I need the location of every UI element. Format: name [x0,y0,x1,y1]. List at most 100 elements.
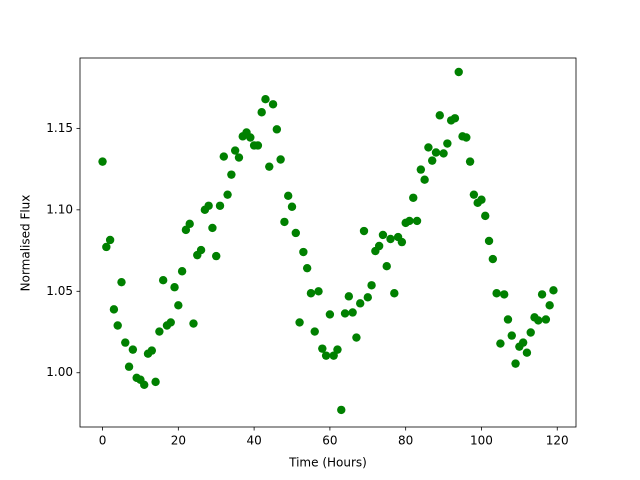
data-point [280,217,289,227]
x-tick-label: 80 [398,434,413,448]
data-point [257,108,266,117]
data-point [219,152,228,161]
x-tick-label: 40 [246,434,261,448]
data-point [105,235,115,245]
data-point [299,247,308,257]
data-point [291,228,300,238]
data-point [374,241,384,251]
data-point [378,230,388,240]
data-point [215,201,225,210]
data-point [435,111,444,120]
x-tick-label: 0 [99,434,107,448]
data-point [155,327,164,336]
y-tick-label: 1.00 [46,365,73,379]
data-point [428,156,437,165]
data-point [268,100,278,109]
data-point [230,146,240,155]
data-point [295,318,304,327]
data-point [518,338,528,347]
data-point [363,293,372,302]
data-point [333,345,342,354]
data-point [109,305,119,314]
y-tick-label: 1.05 [46,284,73,298]
data-point [443,139,452,148]
data-point [352,333,361,342]
data-point [212,251,221,261]
data-point [549,286,558,295]
data-point [412,216,422,226]
data-point [469,190,479,199]
data-point [102,242,111,252]
data-point [204,201,213,210]
data-point [488,254,498,264]
data-point [276,155,285,164]
data-point [344,292,354,301]
x-tick-label: 120 [546,434,569,448]
data-point [431,148,441,157]
data-point [246,133,255,142]
data-point [166,318,175,327]
data-point [337,405,346,415]
data-point [302,263,312,273]
data-point [382,262,391,271]
data-point [325,310,335,319]
data-point [185,219,194,229]
data-point [314,287,323,296]
data-point [416,165,426,174]
data-point [128,345,138,354]
data-point [439,149,448,158]
data-point [189,319,198,328]
data-point [390,289,399,298]
data-point [287,202,297,211]
data-point [462,133,471,142]
plot-frame [79,57,577,428]
data-point [253,141,263,150]
data-point [227,170,236,179]
x-axis-label: Time (Hours) [288,456,367,470]
data-point [140,380,149,390]
data-point [454,67,463,77]
data-point [481,211,490,221]
data-point [234,153,244,162]
data-point [174,301,183,310]
data-point [124,362,134,371]
data-point [196,245,206,255]
data-point [340,309,350,318]
data-point [329,351,338,360]
data-point [534,316,543,325]
data-point [359,226,369,236]
data-point [356,299,365,308]
data-point [181,225,191,235]
data-point [484,236,494,246]
data-point [409,193,418,202]
data-point [405,216,414,226]
data-point [272,125,282,134]
data-point [208,223,217,233]
data-point [223,190,232,199]
data-point [147,346,157,355]
x-tick-label: 100 [470,434,493,448]
x-tick-label: 60 [322,434,337,448]
data-point [465,157,475,166]
data-point [348,308,357,317]
data-point [511,359,520,368]
data-point [113,321,122,330]
data-point [318,344,327,353]
data-point [397,237,407,247]
data-point [420,175,429,184]
data-point [492,289,501,298]
data-point [522,348,532,357]
data-point [541,315,551,324]
data-point [545,301,554,310]
y-tick-label: 1.10 [46,202,73,216]
data-point [496,339,505,348]
data-point [265,162,274,171]
data-point [450,114,460,123]
data-point [477,195,486,204]
data-point [386,234,395,244]
data-point [98,157,107,166]
data-point [499,290,509,299]
data-point [537,290,547,299]
